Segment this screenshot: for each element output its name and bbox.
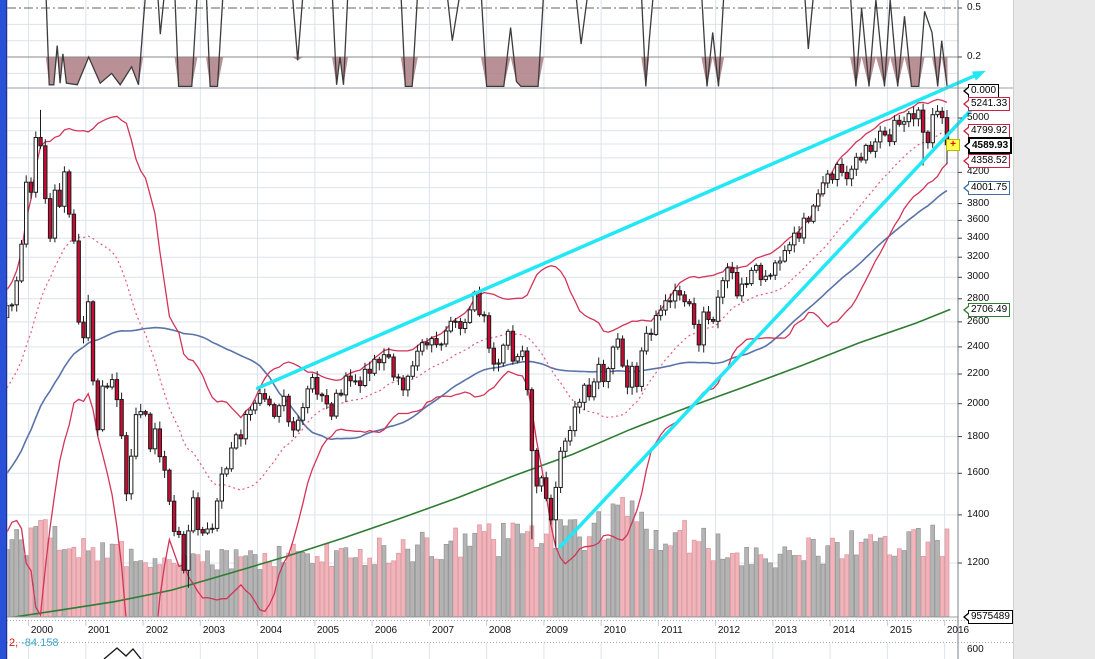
bottom-indicator-panel[interactable] xyxy=(103,647,142,659)
x-axis-year-label: 2008 xyxy=(488,625,512,636)
y-axis-tick-label: 3200 xyxy=(967,251,990,262)
y-axis-tick-label: 3000 xyxy=(967,271,990,282)
bottom-indicator-legend: 2, -84.158 xyxy=(9,637,59,649)
callout-bb-lower: 4358.52 xyxy=(962,154,1011,169)
x-axis-year-label: 2015 xyxy=(889,625,913,636)
candlestick-series xyxy=(7,103,950,588)
y-axis-tick-label: 2000 xyxy=(967,398,990,409)
x-axis-year-label: 2006 xyxy=(374,625,398,636)
y-axis-tick-label: 2600 xyxy=(967,316,990,327)
x-axis-year-label: 2007 xyxy=(431,625,455,636)
gridlines xyxy=(7,0,958,659)
callout-sma50-current: 4001.75 xyxy=(962,180,1011,195)
top-scale-label-upper: 0.5 xyxy=(967,2,981,13)
y-axis-tick-label: 3800 xyxy=(967,198,990,209)
trendline-1[interactable] xyxy=(255,74,976,390)
y-axis-tick-label: 1600 xyxy=(967,467,990,478)
x-axis-year-label: 2005 xyxy=(316,625,340,636)
sma200-line xyxy=(8,308,951,617)
legend-period: 2, xyxy=(9,637,19,649)
x-axis-year-label: 2009 xyxy=(545,625,569,636)
callout-volume-current: 9575489 xyxy=(963,610,1013,624)
x-axis-year-label: 2003 xyxy=(202,625,226,636)
x-axis-year-label: 2001 xyxy=(87,625,111,636)
y-axis-tick-label: 5000 xyxy=(967,112,990,123)
callout-bb-upper: 5241.33 xyxy=(962,96,1011,111)
sma50-line xyxy=(7,189,948,474)
callout-last-price: 4589.93 xyxy=(963,137,1013,155)
y-axis-tick-label: 4200 xyxy=(967,166,990,177)
callout-bb-middle: 4799.92 xyxy=(962,124,1011,139)
callout-sma200-current: 2706.49 xyxy=(962,302,1011,317)
x-axis-year-label: 2011 xyxy=(661,625,683,636)
bollinger-lower-line xyxy=(7,162,948,617)
bottom-panel-scale-label: 600 xyxy=(967,644,984,655)
axes xyxy=(6,0,1013,659)
drawing-objects[interactable] xyxy=(255,70,993,549)
y-axis-tick-label: 1800 xyxy=(967,431,990,442)
top-scale-label-lower: 0.2 xyxy=(967,51,981,62)
bollinger-middle-line xyxy=(7,130,948,491)
bollinger-upper-line xyxy=(7,98,948,419)
price-alert-marker[interactable]: + xyxy=(946,139,960,151)
x-axis-year-label: 2002 xyxy=(145,625,169,636)
x-axis-year-label: 2012 xyxy=(717,625,741,636)
callout-indicator-current: 0.000 xyxy=(962,83,1000,98)
x-axis-year-label: 2004 xyxy=(259,625,283,636)
x-axis-year-label: 2014 xyxy=(832,625,856,636)
x-axis-year-label: 2010 xyxy=(603,625,627,636)
overlay-lines xyxy=(7,98,951,617)
y-axis-tick-label: 2200 xyxy=(967,368,990,379)
legend-value: -84.158 xyxy=(18,637,59,649)
y-axis-tick-label: 2800 xyxy=(967,293,990,304)
right-filler-area xyxy=(1013,0,1095,659)
x-axis-year-label: 2000 xyxy=(30,625,54,636)
y-axis-tick-label: 1400 xyxy=(967,509,990,520)
y-axis-tick-label: 1200 xyxy=(967,557,990,568)
bottom-indicator-line xyxy=(103,647,142,659)
top-indicator-panel[interactable] xyxy=(3,0,958,90)
left-edge-bar xyxy=(0,0,7,659)
volume-bars xyxy=(7,497,950,617)
x-axis-year-label: 2013 xyxy=(774,625,798,636)
x-axis-year-label: 2016 xyxy=(946,625,970,636)
indicator-fill xyxy=(7,57,948,88)
y-axis-tick-label: 3400 xyxy=(967,232,990,243)
indicator-line xyxy=(45,0,948,88)
trendline-arrowhead[interactable] xyxy=(971,70,986,81)
y-axis-tick-label: 2400 xyxy=(967,341,990,352)
y-axis-tick-label: 3600 xyxy=(967,214,990,225)
trendline-2[interactable] xyxy=(558,87,993,549)
